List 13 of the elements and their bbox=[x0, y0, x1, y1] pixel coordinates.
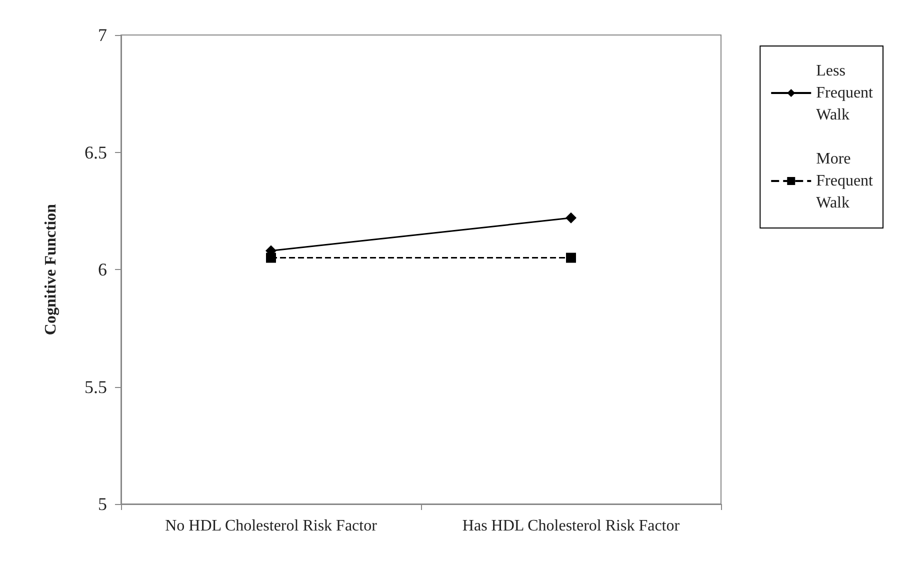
y-tick-label: 6.5 bbox=[84, 142, 107, 162]
legend-label: More Frequent Walk bbox=[816, 150, 874, 212]
y-tick-label: 5 bbox=[98, 494, 107, 514]
x-tick-label: Has HDL Cholesterol Risk Factor bbox=[462, 518, 680, 534]
y-tick-label: 6 bbox=[98, 260, 107, 280]
point bbox=[566, 252, 576, 263]
y-tick-label: 5.5 bbox=[84, 376, 107, 397]
legend-label: Less Frequent Walk bbox=[816, 62, 874, 124]
x-tick-label: No HDL Cholesterol Risk Factor bbox=[165, 518, 378, 534]
y-tick-label: 7 bbox=[98, 25, 107, 45]
point bbox=[266, 252, 276, 263]
point bbox=[566, 212, 576, 224]
y-axis-title: Cognitive Function bbox=[42, 204, 60, 336]
